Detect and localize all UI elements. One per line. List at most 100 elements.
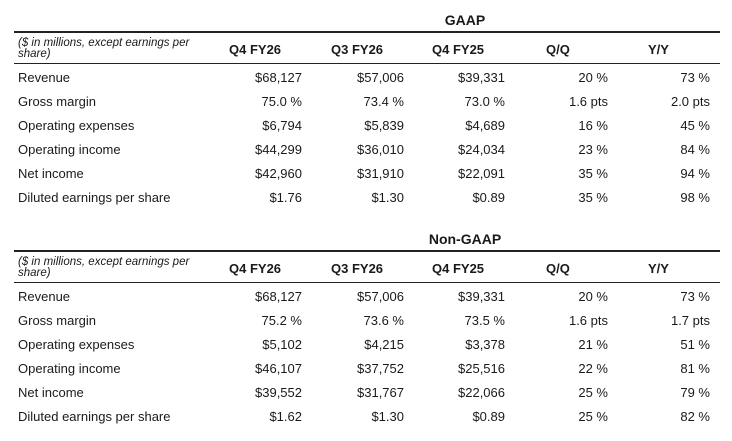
cell-value: 98 % (680, 190, 710, 205)
row-label: Net income (18, 385, 84, 400)
cell-value: $57,006 (357, 289, 404, 304)
cell-value: 1.6 pts (568, 313, 608, 328)
cell-value: 23 % (578, 142, 608, 157)
cell-value: $1.76 (269, 190, 302, 205)
cell-value: 16 % (578, 118, 608, 133)
cell-value: 73.4 % (363, 94, 404, 109)
cell-value: $6,794 (262, 118, 302, 133)
row-label: Net income (18, 166, 84, 181)
cell-value: $68,127 (255, 289, 302, 304)
cell-value: 2.0 pts (670, 94, 710, 109)
cell-value: $3,378 (465, 337, 505, 352)
cell-value: $42,960 (255, 166, 302, 181)
non-gaap-header-rule (14, 282, 720, 283)
gaap-col-q4fy26: Q4 FY26 (229, 42, 282, 57)
cell-value: 79 % (680, 385, 710, 400)
gaap-col-qq: Q/Q (546, 42, 570, 57)
table-row: Gross margin 75.2 % 73.6 % 73.5 % 1.6 pt… (0, 309, 732, 333)
row-label: Gross margin (18, 94, 97, 109)
table-row: Revenue $68,127 $57,006 $39,331 20 % 73 … (0, 285, 732, 309)
row-label: Gross margin (18, 313, 97, 328)
row-label: Operating income (18, 361, 121, 376)
cell-value: 82 % (680, 409, 710, 424)
cell-value: 75.0 % (261, 94, 302, 109)
cell-value: 51 % (680, 337, 710, 352)
cell-value: $37,752 (357, 361, 404, 376)
table-row: Revenue $68,127 $57,006 $39,331 20 % 73 … (0, 66, 732, 90)
gaap-col-yy: Y/Y (648, 42, 669, 57)
cell-value: 21 % (578, 337, 608, 352)
table-row: Operating income $44,299 $36,010 $24,034… (0, 138, 732, 162)
table-row: Diluted earnings per share $1.62 $1.30 $… (0, 405, 732, 429)
gaap-col-q4fy25: Q4 FY25 (432, 42, 485, 57)
cell-value: 35 % (578, 190, 608, 205)
cell-value: $46,107 (255, 361, 302, 376)
cell-value: 20 % (578, 289, 608, 304)
non-gaap-title: Non-GAAP (428, 231, 502, 247)
cell-value: 73.0 % (464, 94, 505, 109)
cell-value: 1.7 pts (670, 313, 710, 328)
non-gaap-col-q3fy26: Q3 FY26 (331, 261, 384, 276)
cell-value: $57,006 (357, 70, 404, 85)
non-gaap-col-yy: Y/Y (648, 261, 669, 276)
gaap-units-note: ($ in millions, except earnings per shar… (18, 37, 190, 60)
cell-value: $24,034 (458, 142, 505, 157)
cell-value: 1.6 pts (568, 94, 608, 109)
cell-value: 73 % (680, 70, 710, 85)
cell-value: 73.5 % (464, 313, 505, 328)
cell-value: $1.30 (371, 409, 404, 424)
row-label: Operating expenses (18, 337, 135, 352)
row-label: Revenue (18, 289, 71, 304)
cell-value: 75.2 % (261, 313, 302, 328)
row-label: Operating expenses (18, 118, 135, 133)
table-row: Operating income $46,107 $37,752 $25,516… (0, 357, 732, 381)
row-label: Diluted earnings per share (18, 409, 171, 424)
cell-value: 20 % (578, 70, 608, 85)
gaap-title: GAAP (444, 12, 486, 28)
non-gaap-col-qq: Q/Q (546, 261, 570, 276)
non-gaap-units-note: ($ in millions, except earnings per shar… (18, 256, 190, 279)
cell-value: $22,066 (458, 385, 505, 400)
cell-value: $1.62 (269, 409, 302, 424)
cell-value: 81 % (680, 361, 710, 376)
table-row: Operating expenses $6,794 $5,839 $4,689 … (0, 114, 732, 138)
cell-value: $39,331 (458, 70, 505, 85)
cell-value: $39,552 (255, 385, 302, 400)
table-row: Gross margin 75.0 % 73.4 % 73.0 % 1.6 pt… (0, 90, 732, 114)
cell-value: 45 % (680, 118, 710, 133)
cell-value: $0.89 (472, 190, 505, 205)
cell-value: $68,127 (255, 70, 302, 85)
cell-value: $36,010 (357, 142, 404, 157)
cell-value: $22,091 (458, 166, 505, 181)
cell-value: $1.30 (371, 190, 404, 205)
row-label: Diluted earnings per share (18, 190, 171, 205)
table-row: Operating expenses $5,102 $4,215 $3,378 … (0, 333, 732, 357)
gaap-header-rule (14, 63, 720, 64)
cell-value: $5,839 (364, 118, 404, 133)
gaap-col-q3fy26: Q3 FY26 (331, 42, 384, 57)
row-label: Revenue (18, 70, 71, 85)
cell-value: $4,689 (465, 118, 505, 133)
non-gaap-col-q4fy25: Q4 FY25 (432, 261, 485, 276)
non-gaap-top-rule (14, 250, 720, 252)
cell-value: 94 % (680, 166, 710, 181)
cell-value: $25,516 (458, 361, 505, 376)
gaap-top-rule (14, 31, 720, 33)
cell-value: 22 % (578, 361, 608, 376)
cell-value: 25 % (578, 409, 608, 424)
cell-value: 84 % (680, 142, 710, 157)
cell-value: $31,767 (357, 385, 404, 400)
cell-value: $0.89 (472, 409, 505, 424)
cell-value: $4,215 (364, 337, 404, 352)
table-row: Net income $39,552 $31,767 $22,066 25 % … (0, 381, 732, 405)
cell-value: $31,910 (357, 166, 404, 181)
cell-value: $5,102 (262, 337, 302, 352)
cell-value: 35 % (578, 166, 608, 181)
table-row: Net income $42,960 $31,910 $22,091 35 % … (0, 162, 732, 186)
cell-value: 73.6 % (363, 313, 404, 328)
cell-value: $39,331 (458, 289, 505, 304)
table-row: Diluted earnings per share $1.76 $1.30 $… (0, 186, 732, 210)
cell-value: $44,299 (255, 142, 302, 157)
cell-value: 73 % (680, 289, 710, 304)
non-gaap-col-q4fy26: Q4 FY26 (229, 261, 282, 276)
